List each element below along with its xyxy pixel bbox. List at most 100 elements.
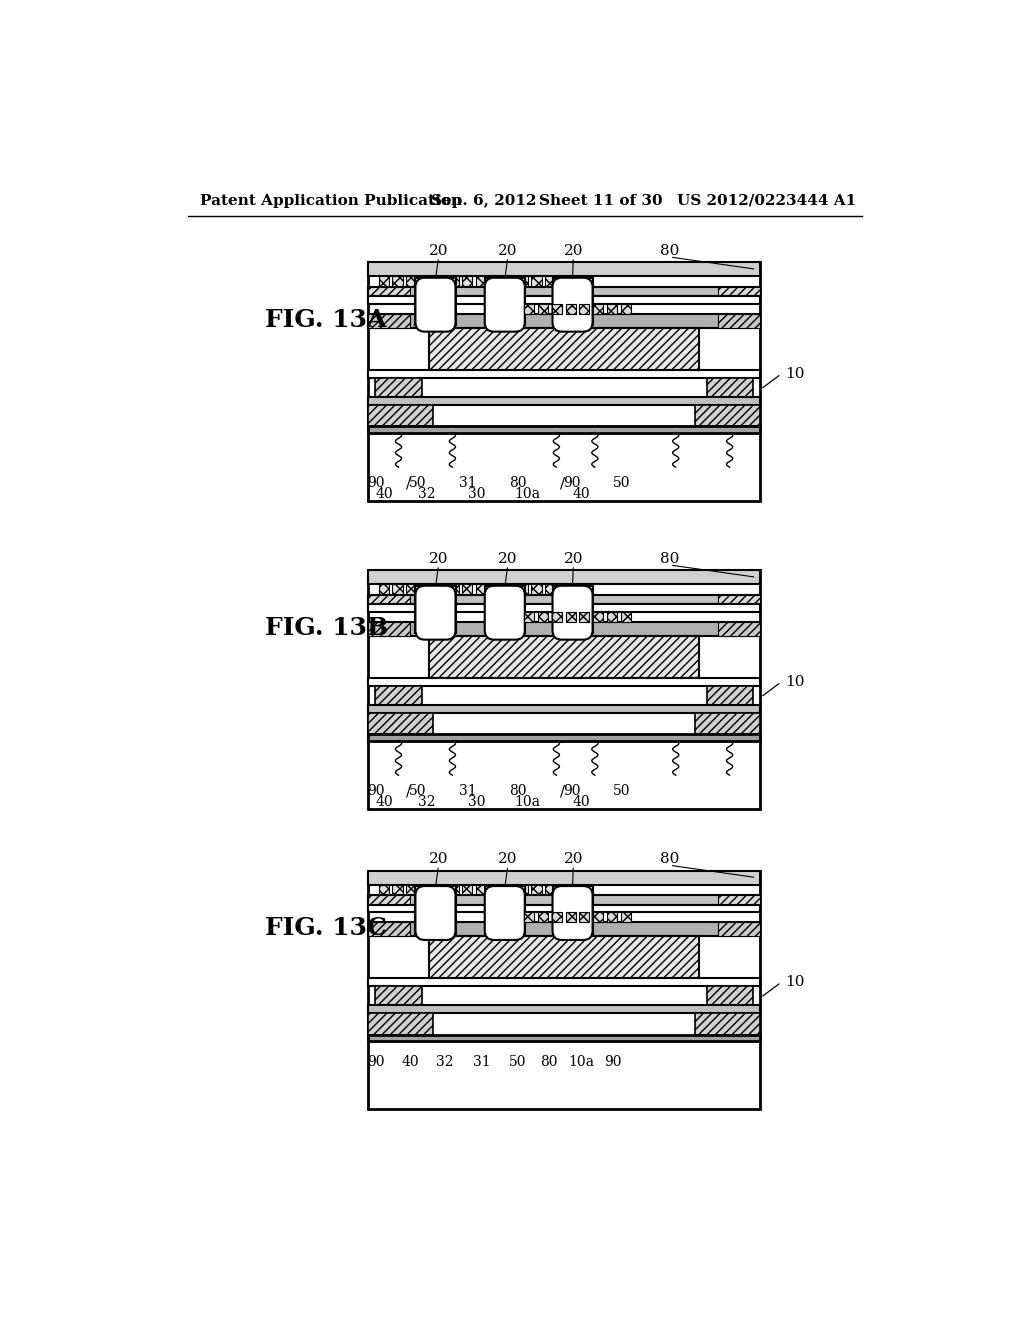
Text: Patent Application Publication: Patent Application Publication [200,194,462,207]
Bar [368,622,761,636]
Bar [531,585,542,595]
Bar [392,585,403,595]
Bar [368,978,761,986]
Bar [503,884,514,895]
Bar [553,277,593,326]
FancyBboxPatch shape [484,586,524,640]
Bar [552,304,562,314]
Bar [559,585,569,595]
Bar [621,304,631,314]
Text: Sheet 11 of 30: Sheet 11 of 30 [539,194,663,207]
Bar [462,276,472,286]
Text: 20: 20 [429,853,449,866]
Bar [565,304,575,314]
Text: 20: 20 [498,552,517,566]
Bar [368,605,761,612]
Bar [565,612,575,622]
Bar [368,904,761,912]
Bar [475,585,486,595]
Bar [368,1014,433,1035]
Bar [552,912,562,923]
FancyBboxPatch shape [553,586,593,640]
Text: 20: 20 [563,244,583,257]
Text: 20: 20 [498,244,517,257]
Text: /: / [406,784,411,799]
Bar [538,912,548,923]
Bar [368,713,433,734]
Text: FIG. 13C: FIG. 13C [265,916,387,940]
Bar [707,378,753,397]
Text: 20: 20 [429,552,449,566]
Bar [695,1014,761,1035]
Bar [368,570,761,585]
Bar [368,314,410,327]
Bar [517,585,528,595]
Bar [368,622,410,636]
Text: 40: 40 [376,795,393,809]
Text: 50: 50 [509,1056,526,1069]
Bar [580,612,590,622]
Text: 50: 50 [409,477,427,490]
Text: 50: 50 [613,477,631,490]
Text: 31: 31 [473,1056,490,1069]
Text: 90: 90 [563,784,581,799]
Bar [368,426,761,433]
Bar [420,585,431,595]
Bar [416,586,456,634]
Text: 50: 50 [409,784,427,799]
Bar [475,276,486,286]
Text: 30: 30 [468,795,485,809]
Bar [718,595,761,605]
Text: 90: 90 [563,477,581,490]
Bar [434,276,444,286]
Bar [379,884,389,895]
Text: 40: 40 [572,487,590,502]
Bar [379,276,389,286]
Bar [475,884,486,895]
Bar [407,585,417,595]
Text: 20: 20 [563,552,583,566]
Bar [376,986,422,1006]
Text: 40: 40 [572,795,590,809]
Bar [580,912,590,923]
Bar [484,586,524,634]
FancyBboxPatch shape [484,277,524,331]
Bar [368,923,761,936]
Bar [503,276,514,286]
Bar [593,304,603,314]
Bar [545,585,556,595]
Bar [553,886,593,933]
Bar [552,612,562,622]
Text: 90: 90 [367,784,384,799]
Text: 32: 32 [436,1056,454,1069]
Bar [607,612,617,622]
Text: 90: 90 [604,1056,622,1069]
Text: 80: 80 [659,853,679,866]
FancyBboxPatch shape [416,277,456,331]
Text: 10a: 10a [514,487,540,502]
Text: 10: 10 [785,367,805,381]
Bar [429,936,698,978]
Text: 10a: 10a [514,795,540,809]
Bar [524,612,535,622]
Bar [484,277,524,326]
Bar [447,276,459,286]
Bar [718,286,761,296]
Bar [524,912,535,923]
Bar [368,871,761,884]
Bar [503,585,514,595]
Bar [407,276,417,286]
Bar [531,884,542,895]
Text: 40: 40 [401,1056,419,1069]
Bar [368,1035,761,1040]
Text: 40: 40 [376,487,393,502]
Bar [368,314,761,327]
Text: 32: 32 [418,795,436,809]
Bar [416,277,456,326]
Bar [545,884,556,895]
Bar [489,884,500,895]
Bar [621,912,631,923]
Bar [707,686,753,705]
Bar [517,276,528,286]
Bar [407,884,417,895]
